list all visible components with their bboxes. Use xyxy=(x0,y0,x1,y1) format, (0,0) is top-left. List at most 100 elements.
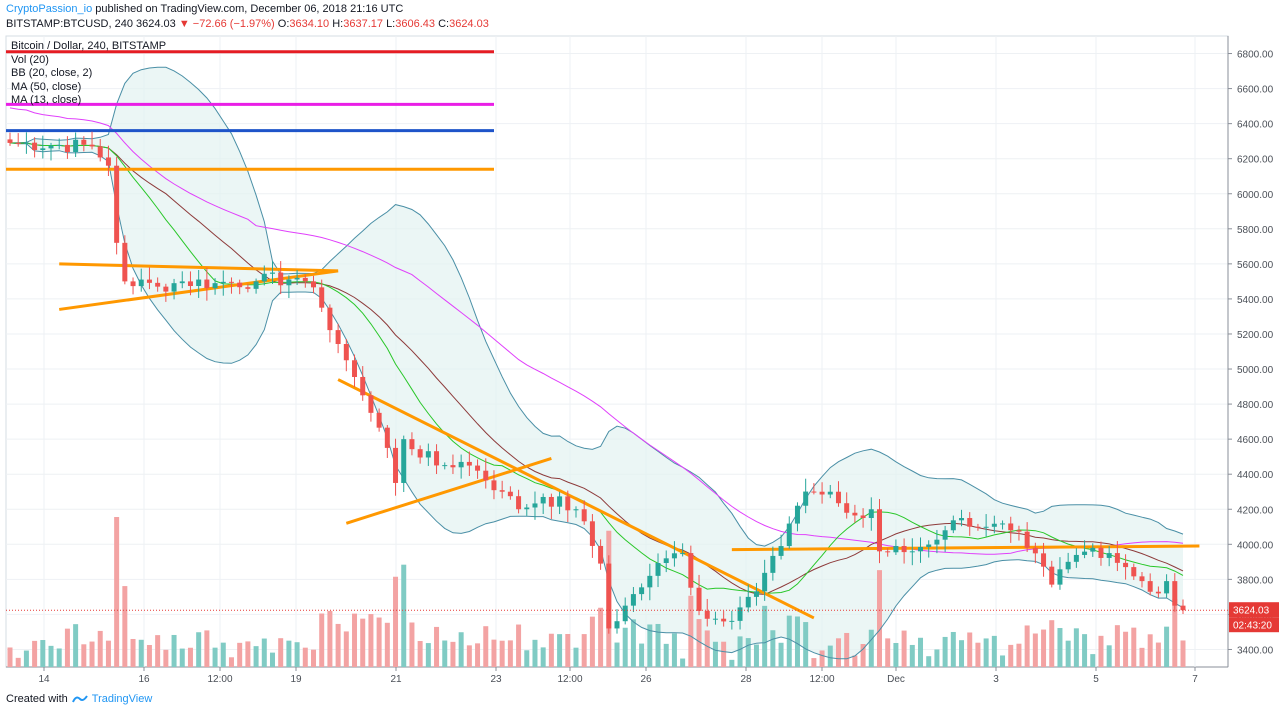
volume-bar xyxy=(499,640,505,667)
volume-bar xyxy=(926,656,932,667)
volume-bar xyxy=(393,576,399,667)
candle-body xyxy=(934,539,940,545)
y-tick-label: 5000.00 xyxy=(1237,365,1274,376)
candle-body xyxy=(491,480,497,491)
bollinger-fill xyxy=(10,67,1183,659)
volume-bar xyxy=(73,624,79,667)
volume-bar xyxy=(335,623,341,667)
candle-body xyxy=(786,523,792,547)
legend-ma13[interactable]: MA (13, close) xyxy=(11,94,82,106)
x-tick-label: 16 xyxy=(138,674,150,685)
volume-bar xyxy=(655,623,661,667)
volume-bar xyxy=(261,638,267,667)
candle-body xyxy=(237,282,243,288)
legend-title: Bitcoin / Dollar, 240, BITSTAMP xyxy=(11,40,167,52)
high-label: H: xyxy=(332,18,344,30)
open-value: 3634.10 xyxy=(289,18,330,30)
countdown-tag xyxy=(1229,617,1279,633)
tradingview-link[interactable]: TradingView xyxy=(91,693,153,705)
price-change: ▼ −72.66 (−1.97%) xyxy=(178,18,275,30)
volume-bar xyxy=(909,644,915,667)
candle-body xyxy=(278,272,284,286)
candle-body xyxy=(434,451,440,466)
y-tick-label: 6000.00 xyxy=(1237,190,1274,201)
volume-bar xyxy=(967,632,973,667)
open-label: O: xyxy=(277,18,290,30)
volume-bar xyxy=(548,633,554,667)
candle-body xyxy=(32,142,38,151)
candle-body xyxy=(680,553,686,555)
candle-body xyxy=(417,449,423,458)
candle-body xyxy=(573,509,579,511)
volume-bar xyxy=(97,630,103,667)
candle-body xyxy=(901,545,907,553)
candle-body xyxy=(1155,591,1161,594)
candle-body xyxy=(401,439,407,483)
candle-body xyxy=(1008,523,1014,531)
candle-body xyxy=(245,287,251,289)
volume-bar xyxy=(868,629,874,667)
volume-bar xyxy=(89,641,95,667)
candle-body xyxy=(622,605,628,622)
candle-body xyxy=(827,491,833,495)
volume-bar xyxy=(442,640,448,667)
volume-bar xyxy=(1123,631,1129,667)
volume-bar xyxy=(7,647,13,667)
volume-bar xyxy=(352,613,358,667)
candle-body xyxy=(532,503,538,508)
y-tick-label: 6200.00 xyxy=(1237,155,1274,166)
candle-body xyxy=(606,563,612,629)
candle-body xyxy=(655,563,661,576)
x-tick-label: 12:00 xyxy=(557,674,582,685)
volume-bar xyxy=(23,650,29,667)
tradingview-logo-icon xyxy=(71,695,88,703)
legend-volume[interactable]: Vol (20) xyxy=(11,53,49,66)
volume-bar xyxy=(737,636,743,667)
candle-body xyxy=(712,618,718,620)
author-link[interactable]: CryptoPassion_io xyxy=(6,3,93,15)
candle-body xyxy=(1057,569,1063,585)
candle-body xyxy=(745,596,751,608)
candle-body xyxy=(639,587,645,595)
volume-bar xyxy=(15,657,21,667)
candle-body xyxy=(376,412,382,428)
candle-body xyxy=(114,165,120,243)
volume-bar xyxy=(918,637,924,667)
volume-bar xyxy=(1139,647,1145,667)
y-tick-label: 4400.00 xyxy=(1237,470,1274,481)
volume-bar xyxy=(942,636,948,667)
legend-bollinger[interactable]: BB (20, close, 2) xyxy=(11,67,93,79)
volume-bar xyxy=(950,631,956,667)
candle-body xyxy=(926,544,932,548)
legend-ma50[interactable]: MA (50, close) xyxy=(11,80,82,93)
candle-body xyxy=(770,555,776,573)
volume-bar xyxy=(237,642,243,667)
volume-bar xyxy=(343,631,349,667)
candle-body xyxy=(48,145,54,149)
volume-bar xyxy=(286,640,292,667)
candle-body xyxy=(1032,547,1038,554)
ma-dark-line xyxy=(9,142,1184,595)
volume-bar xyxy=(269,652,275,667)
candle-body xyxy=(220,281,226,284)
volume-bar xyxy=(581,634,587,667)
candle-body xyxy=(327,307,333,331)
close-value: 3624.03 xyxy=(449,18,489,30)
candle-body xyxy=(967,518,973,527)
y-tick-label: 4000.00 xyxy=(1237,540,1274,551)
candle-body xyxy=(548,496,554,507)
volume-bar xyxy=(40,640,46,667)
candle-body xyxy=(1106,553,1112,558)
volume-bar xyxy=(844,632,850,667)
volume-bar xyxy=(786,615,792,667)
symbol: BITSTAMP:BTCUSD, 240 xyxy=(6,18,133,30)
volume-bar xyxy=(138,639,144,667)
volume-bar xyxy=(212,647,218,667)
candle-body xyxy=(844,503,850,513)
volume-bar xyxy=(794,616,800,667)
candle-body xyxy=(860,515,866,519)
trendline xyxy=(731,544,1200,552)
candle-body xyxy=(1065,561,1071,570)
candle-body xyxy=(1000,523,1006,525)
